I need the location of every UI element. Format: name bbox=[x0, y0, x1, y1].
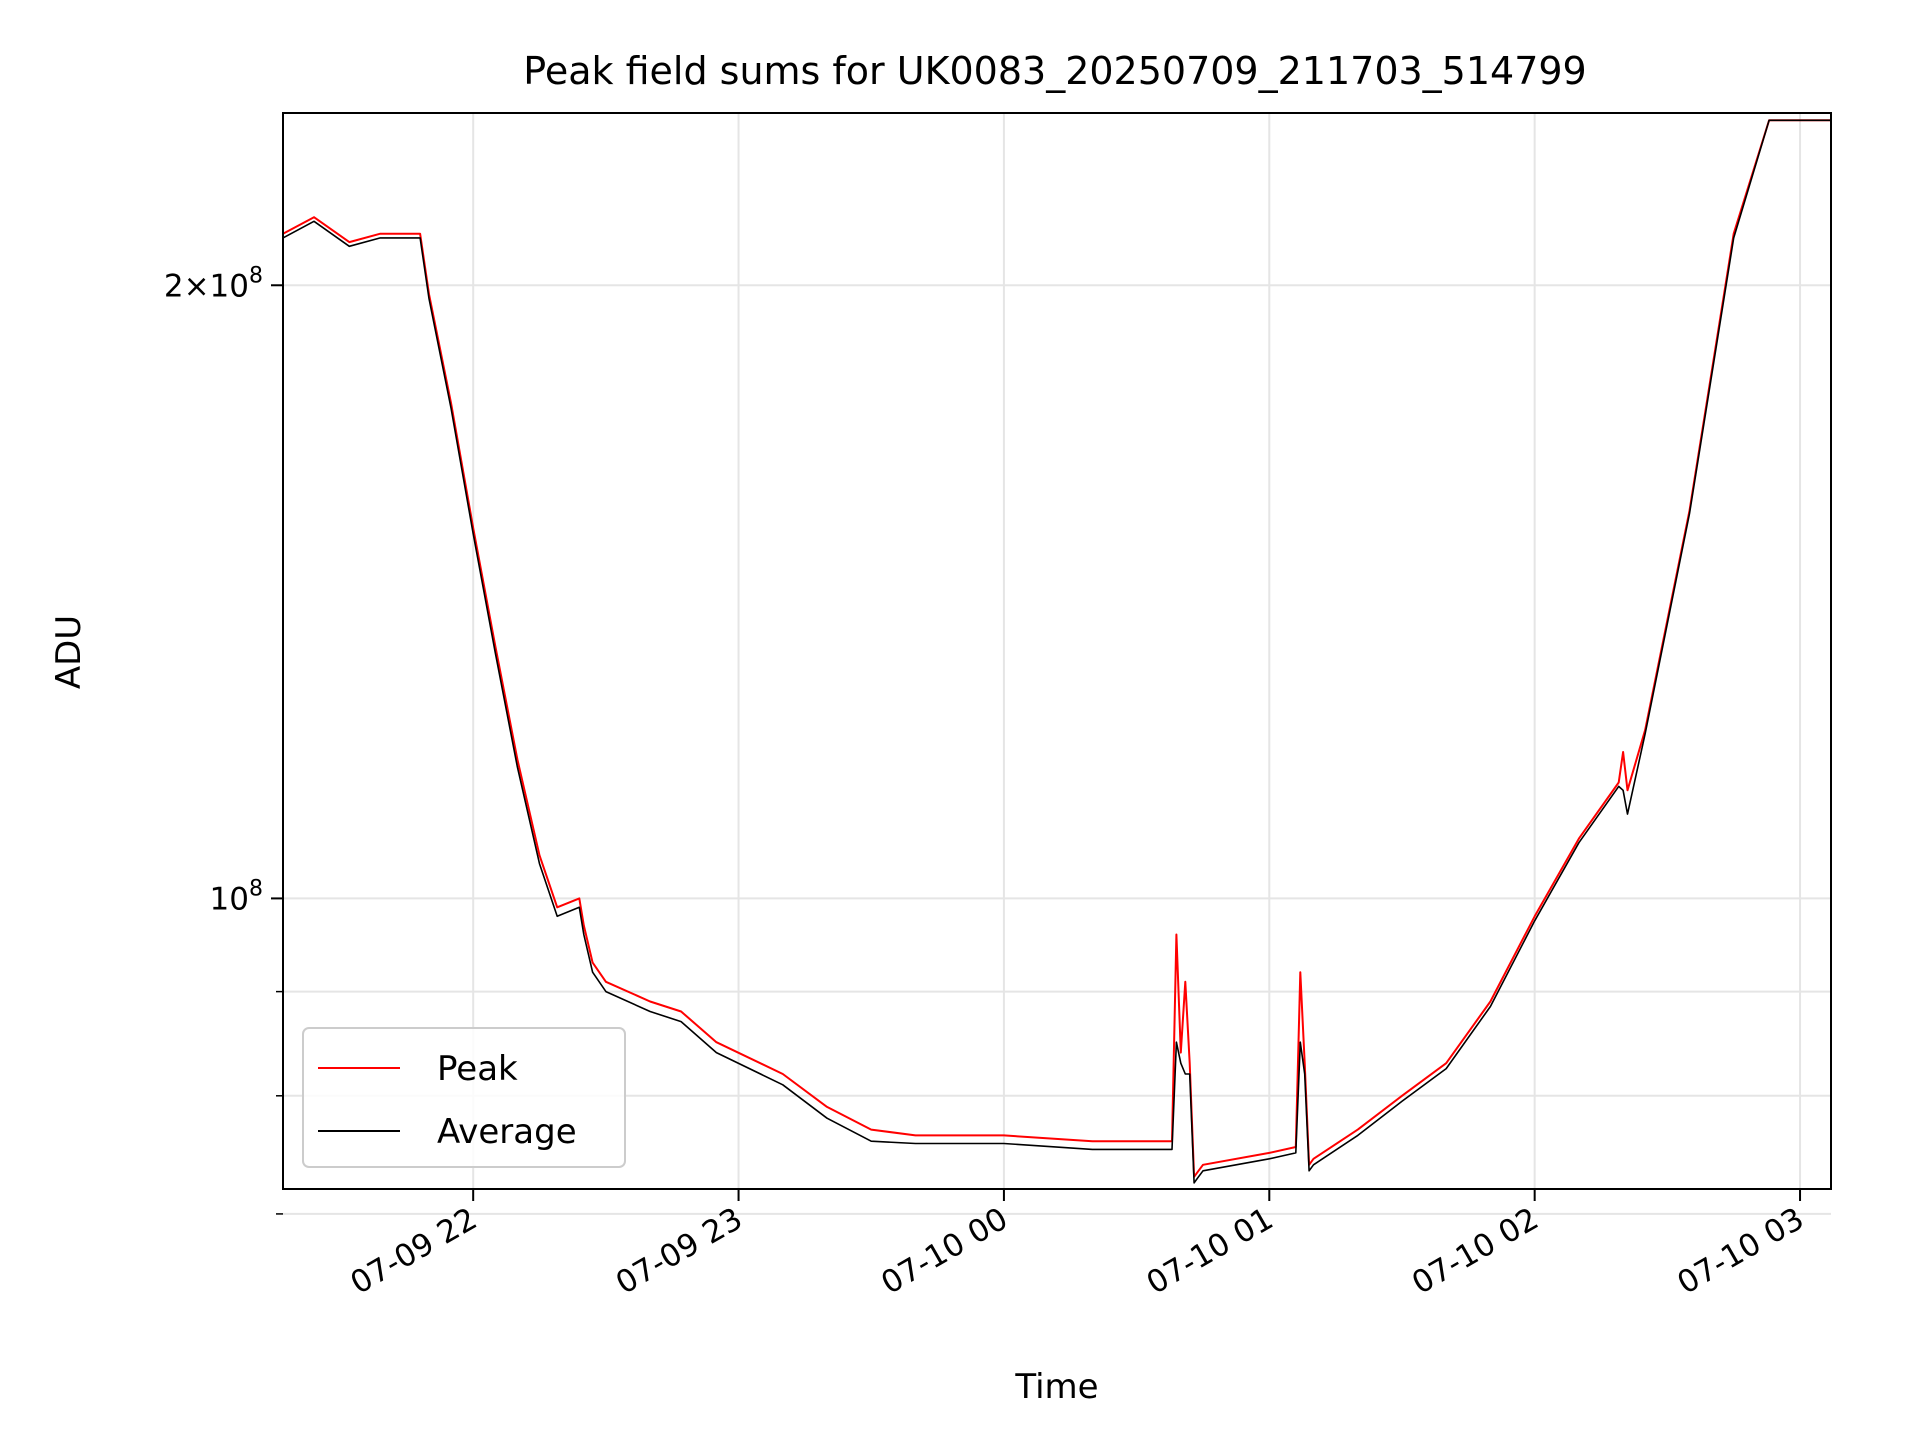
x-axis-label: Time bbox=[1014, 1367, 1098, 1407]
legend: Peak Average bbox=[302, 1027, 626, 1168]
series-line-peak bbox=[282, 119, 1831, 1178]
legend-label-average: Average bbox=[437, 1112, 577, 1152]
y-axis: 108 2×108 bbox=[164, 263, 283, 1215]
plot-frame bbox=[282, 112, 1832, 1190]
plot-area bbox=[283, 113, 1831, 1189]
y-axis-label: ADU bbox=[49, 615, 89, 689]
legend-box bbox=[302, 1027, 626, 1168]
legend-label-peak: Peak bbox=[437, 1049, 518, 1089]
series-line-average bbox=[282, 119, 1831, 1184]
chart-title: Peak field sums for UK0083_20250709_2117… bbox=[523, 49, 1586, 93]
series-layer bbox=[282, 119, 1831, 1184]
y-tick-label: 108 bbox=[210, 876, 263, 917]
y-tick-label: 2×108 bbox=[164, 263, 263, 304]
